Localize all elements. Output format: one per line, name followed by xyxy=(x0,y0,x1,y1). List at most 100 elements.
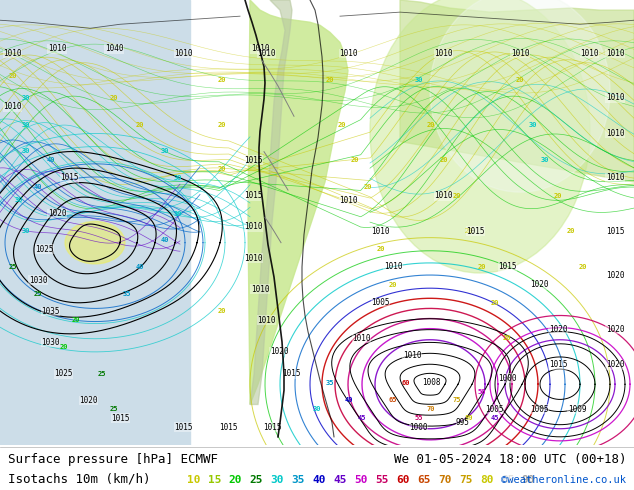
Text: 30: 30 xyxy=(15,197,23,203)
Text: 1015: 1015 xyxy=(498,263,517,271)
Text: 30: 30 xyxy=(414,77,423,83)
Text: 1010: 1010 xyxy=(174,49,193,58)
Text: 20: 20 xyxy=(439,157,448,163)
Text: 1010: 1010 xyxy=(3,49,22,58)
Text: 80: 80 xyxy=(480,475,493,486)
Text: 1030: 1030 xyxy=(29,276,48,285)
Text: 40: 40 xyxy=(46,157,55,163)
Text: 20: 20 xyxy=(452,193,461,199)
Text: 25: 25 xyxy=(34,291,42,296)
Text: 20: 20 xyxy=(351,157,359,163)
Text: 1020: 1020 xyxy=(605,271,624,280)
Text: 1015: 1015 xyxy=(174,422,193,432)
Text: 1008: 1008 xyxy=(422,378,441,387)
Ellipse shape xyxy=(430,0,610,192)
Text: 20: 20 xyxy=(72,318,81,323)
Text: 1020: 1020 xyxy=(605,325,624,334)
Text: 30: 30 xyxy=(271,475,284,486)
Text: ©weatheronline.co.uk: ©weatheronline.co.uk xyxy=(501,475,626,486)
Text: 35: 35 xyxy=(122,291,131,296)
Text: 25: 25 xyxy=(110,406,119,412)
Text: 25: 25 xyxy=(8,264,17,270)
Text: 25: 25 xyxy=(250,475,263,486)
Text: 30: 30 xyxy=(173,175,182,181)
Text: 75: 75 xyxy=(452,397,461,403)
Text: 20: 20 xyxy=(553,193,562,199)
Text: 1030: 1030 xyxy=(41,338,60,347)
Text: 1015: 1015 xyxy=(219,422,238,432)
Text: 40: 40 xyxy=(34,184,42,190)
Text: 40: 40 xyxy=(313,475,326,486)
Text: 1010: 1010 xyxy=(339,196,358,205)
Text: 1010: 1010 xyxy=(605,94,624,102)
Text: 1010: 1010 xyxy=(605,173,624,182)
Text: 995: 995 xyxy=(456,418,470,427)
Text: 40: 40 xyxy=(344,397,353,403)
Text: 50: 50 xyxy=(477,389,486,394)
Text: 1010: 1010 xyxy=(244,253,263,263)
Text: 1015: 1015 xyxy=(111,414,130,423)
Text: 1010: 1010 xyxy=(352,334,371,343)
Text: 55: 55 xyxy=(414,415,423,421)
Text: 1000: 1000 xyxy=(409,422,428,432)
Text: 1015: 1015 xyxy=(466,227,485,236)
Text: 1010: 1010 xyxy=(257,49,276,58)
Text: 20: 20 xyxy=(229,475,242,486)
Text: 1020: 1020 xyxy=(605,360,624,369)
Text: 65: 65 xyxy=(417,475,430,486)
Text: 30: 30 xyxy=(173,211,182,217)
Text: 1010: 1010 xyxy=(244,222,263,231)
Text: 30: 30 xyxy=(21,148,30,154)
Text: 20: 20 xyxy=(477,264,486,270)
Text: 85: 85 xyxy=(501,475,514,486)
Text: 20: 20 xyxy=(59,344,68,350)
Text: 1015: 1015 xyxy=(548,360,567,369)
Text: 30: 30 xyxy=(21,95,30,101)
Text: 1035: 1035 xyxy=(41,307,60,316)
Text: 90: 90 xyxy=(522,475,535,486)
Text: 1015: 1015 xyxy=(282,369,301,378)
Text: 15: 15 xyxy=(208,475,221,486)
Text: 55: 55 xyxy=(375,475,389,486)
Text: 1015: 1015 xyxy=(263,422,282,432)
Text: 20: 20 xyxy=(503,335,512,341)
Text: 1025: 1025 xyxy=(35,245,54,254)
Text: 30: 30 xyxy=(21,228,30,234)
Text: 40: 40 xyxy=(160,237,169,243)
Text: 20: 20 xyxy=(376,246,385,252)
Text: 30: 30 xyxy=(160,148,169,154)
Text: 1009: 1009 xyxy=(567,405,586,414)
Text: 60: 60 xyxy=(396,475,410,486)
Text: 1010: 1010 xyxy=(434,49,453,58)
Text: 1010: 1010 xyxy=(403,351,422,361)
Text: 20: 20 xyxy=(338,122,347,127)
Text: 1005: 1005 xyxy=(371,298,390,307)
Text: 60: 60 xyxy=(401,380,410,386)
Text: 1010: 1010 xyxy=(3,102,22,111)
Text: 30: 30 xyxy=(313,406,321,412)
Text: 35: 35 xyxy=(292,475,305,486)
Text: 45: 45 xyxy=(333,475,347,486)
Text: 35: 35 xyxy=(325,380,334,386)
Text: 30: 30 xyxy=(528,122,537,127)
Text: 10: 10 xyxy=(187,475,200,486)
Text: 75: 75 xyxy=(459,475,472,486)
Text: 20: 20 xyxy=(110,95,119,101)
Text: 20: 20 xyxy=(217,77,226,83)
Text: 1020: 1020 xyxy=(79,396,98,405)
Text: 1015: 1015 xyxy=(244,191,263,200)
Text: 1015: 1015 xyxy=(244,156,263,165)
Text: 20: 20 xyxy=(363,184,372,190)
Text: 1010: 1010 xyxy=(605,49,624,58)
Text: 1010: 1010 xyxy=(250,285,269,294)
Text: 1010: 1010 xyxy=(605,129,624,138)
Text: 1010: 1010 xyxy=(250,45,269,53)
Text: 1015: 1015 xyxy=(605,227,624,236)
Text: 1025: 1025 xyxy=(54,369,73,378)
Text: 1010: 1010 xyxy=(384,263,403,271)
Text: Surface pressure [hPa] ECMWF: Surface pressure [hPa] ECMWF xyxy=(8,453,217,466)
Text: 65: 65 xyxy=(389,397,398,403)
Text: 1010: 1010 xyxy=(580,49,599,58)
Text: 1020: 1020 xyxy=(529,280,548,289)
Text: 1020: 1020 xyxy=(269,347,288,356)
